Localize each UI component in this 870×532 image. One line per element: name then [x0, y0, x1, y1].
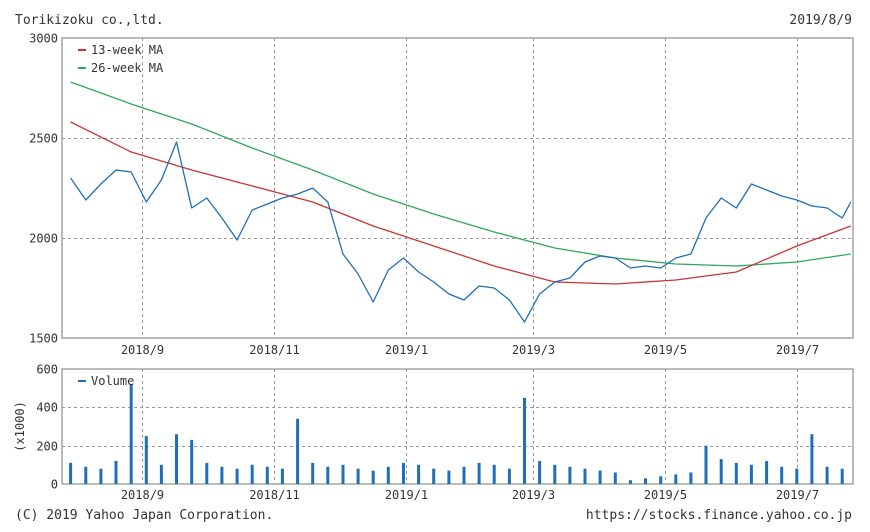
volume-bar [175, 434, 178, 484]
volume-unit-label: (x1000) [13, 401, 27, 452]
volume-bar [159, 464, 163, 484]
volume-bar [613, 472, 617, 484]
volume-bar [523, 397, 526, 485]
price-x-tick-label: 2019/7 [776, 343, 819, 357]
volume-bar [795, 468, 799, 484]
volume-x-tick-label: 2019/3 [512, 488, 555, 502]
copyright-text: (C) 2019 Yahoo Japan Corporation. [15, 508, 274, 523]
price-series [70, 141, 852, 323]
volume-bar [719, 459, 723, 484]
volume-bar [250, 464, 254, 484]
legend-label: Volume [91, 374, 134, 388]
volume-bar [386, 466, 390, 485]
price-x-tick-label: 2019/3 [512, 343, 555, 357]
volume-y-tick-label: 0 [51, 478, 58, 492]
volume-bar [583, 468, 587, 484]
price-x-tick-label: 2019/5 [644, 343, 687, 357]
volume-x-tick-label: 2019/1 [385, 488, 428, 502]
volume-bar [432, 468, 436, 484]
volume-bar [598, 470, 602, 484]
chart-date: 2019/8/9 [789, 13, 852, 28]
ma13-series [70, 121, 852, 285]
volume-bar [311, 462, 315, 484]
volume-bar [507, 468, 511, 484]
legend-label: 26-week MA [91, 61, 164, 75]
volume-bar [84, 466, 88, 485]
volume-bar [538, 461, 542, 484]
volume-y-tick-label: 600 [36, 363, 58, 377]
volume-bar [644, 478, 647, 485]
volume-x-tick-label: 2019/5 [644, 488, 687, 502]
volume-bar [840, 468, 844, 484]
price-x-tick-label: 2019/1 [385, 343, 428, 357]
volume-bar [780, 466, 784, 485]
volume-bar [114, 461, 118, 484]
volume-bar [69, 462, 73, 484]
volume-bar [280, 468, 284, 484]
volume-bar [568, 466, 572, 485]
grid [62, 38, 853, 484]
ma26-series [70, 81, 851, 267]
volume-bar [462, 466, 466, 485]
price-y-tick-label: 2000 [29, 232, 58, 246]
volume-bar [477, 462, 481, 484]
volume-bar [99, 468, 103, 484]
volume-bar [659, 476, 663, 484]
price-y-tick-label: 3000 [29, 32, 58, 46]
volume-bar [765, 461, 769, 484]
volume-bar [674, 474, 678, 484]
legend: 13-week MA 26-week MA Volume [78, 43, 164, 388]
price-line [70, 141, 852, 323]
volume-bar [810, 434, 814, 484]
company-name: Torikizoku co.,ltd. [15, 13, 164, 28]
volume-bar [734, 462, 738, 484]
volume-series [69, 384, 844, 485]
price-x-tick-label: 2018/11 [249, 343, 300, 357]
volume-y-tick-label: 200 [36, 440, 58, 454]
volume-bar [825, 466, 829, 485]
source-url[interactable]: https://stocks.finance.yahoo.co.jp [585, 508, 852, 523]
ma13-line [70, 121, 852, 285]
legend-label: 13-week MA [91, 43, 164, 57]
volume-x-tick-label: 2018/11 [249, 488, 300, 502]
axis-labels: 2018/9 2018/9 2018/11 2018/11 2019/1 2019/1 20… [13, 32, 819, 503]
volume-x-tick-label: 2018/9 [121, 488, 164, 502]
volume-bar [402, 462, 405, 484]
volume-bar [265, 466, 269, 485]
volume-bar [341, 464, 345, 484]
volume-bar [220, 466, 224, 485]
volume-bar [417, 464, 421, 484]
volume-y-tick-label: 400 [36, 401, 58, 415]
volume-bar [553, 464, 557, 484]
ma26-line [70, 81, 851, 267]
price-panel-frame [61, 37, 854, 339]
volume-bar [190, 439, 194, 484]
volume-bar [356, 468, 360, 484]
price-x-tick-label: 2018/9 [121, 343, 164, 357]
volume-bar [704, 445, 708, 484]
volume-bar [492, 464, 496, 484]
volume-bar [144, 436, 148, 484]
price-y-tick-label: 1500 [29, 332, 58, 346]
volume-bar [628, 480, 632, 484]
volume-bar [749, 464, 753, 484]
volume-bar [689, 472, 693, 484]
volume-bar [296, 418, 300, 484]
volume-bar [235, 468, 239, 484]
volume-bar [129, 384, 133, 484]
volume-bar [205, 462, 209, 484]
volume-panel-frame [61, 368, 854, 485]
volume-x-tick-label: 2019/7 [776, 488, 819, 502]
price-y-tick-label: 2500 [29, 132, 58, 146]
volume-bar [371, 470, 375, 484]
volume-bar [447, 470, 451, 484]
volume-bar [326, 466, 330, 485]
